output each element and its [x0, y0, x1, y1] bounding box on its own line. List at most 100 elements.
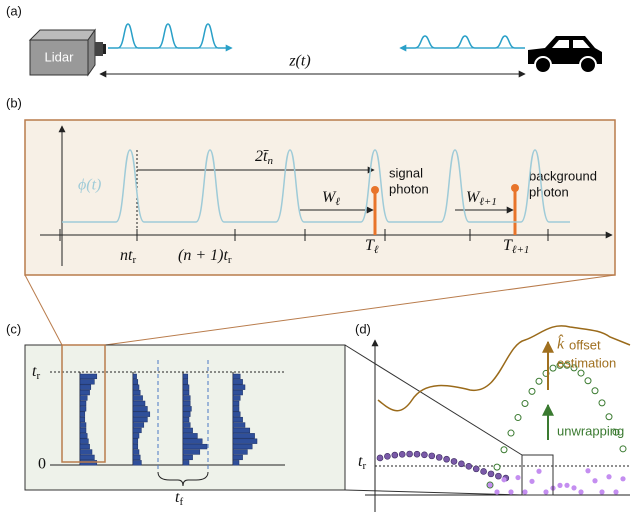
- zoom-line: [345, 345, 522, 455]
- page: {"panel_a": {"label": "(a)", "lidar": "L…: [0, 0, 634, 517]
- hist-bar: [133, 433, 139, 438]
- pulse-label: ϕ(t): [78, 177, 101, 194]
- hist-bar: [80, 450, 92, 455]
- wrapped-dot: [392, 452, 398, 458]
- unwrapped-dot: [606, 414, 612, 420]
- signal-label: photon: [389, 181, 429, 196]
- hist-bar: [133, 412, 150, 417]
- unwrapped-dot: [578, 370, 584, 376]
- wrapped-dot: [487, 482, 492, 487]
- wrapped-dot: [585, 468, 590, 473]
- hist-bar: [133, 406, 147, 411]
- tick-label: (n + 1)tr: [178, 247, 232, 266]
- photon-dot: [511, 184, 519, 192]
- hist-bar: [233, 417, 243, 422]
- hist-bar: [233, 412, 240, 417]
- hist-bar: [80, 401, 86, 406]
- wrapped-dot: [407, 451, 413, 457]
- signal-label: signal: [389, 165, 423, 180]
- wrapped-dot: [488, 471, 494, 477]
- hist-bar: [80, 460, 97, 465]
- hist-bar: [80, 455, 94, 460]
- hist-bar: [233, 406, 239, 411]
- wrapped-dot: [529, 479, 534, 484]
- unwrapped-dot: [494, 464, 500, 470]
- hist-bar: [183, 401, 190, 406]
- hist-bar: [133, 396, 143, 401]
- hist-bar: [80, 428, 86, 433]
- wrapped-dot: [578, 489, 583, 494]
- wrapped-dot: [444, 456, 450, 462]
- panel-label: (c): [6, 321, 21, 336]
- hist-bar: [233, 390, 243, 395]
- figure: (a) Lidar z(t) (b) 2t̄n ϕ(t) Wℓ Wℓ+1 sig…: [0, 0, 634, 517]
- hist-bar: [183, 433, 197, 438]
- hist-bar: [80, 374, 97, 379]
- hist-bar: [233, 460, 239, 465]
- hist-bar: [133, 455, 140, 460]
- hist-bar: [233, 428, 250, 433]
- emitted-pulses: [108, 24, 228, 48]
- returned-pulses: [405, 36, 525, 48]
- car: [528, 36, 602, 73]
- lidar-label: Lidar: [45, 49, 75, 64]
- wrapped-dot: [501, 477, 506, 482]
- wrapped-dot: [599, 489, 604, 494]
- hist-bar: [133, 401, 145, 406]
- hist-bar: [183, 417, 189, 422]
- highlight-box: [522, 455, 553, 495]
- hist-bar: [183, 455, 193, 460]
- hist-bar: [183, 406, 191, 411]
- hist-bar: [80, 390, 90, 395]
- hist-bar: [183, 412, 190, 417]
- hist-bar: [183, 396, 190, 401]
- wrapped-dot: [377, 455, 383, 461]
- unwrapped-dot: [599, 400, 605, 406]
- wrapped-dot: [451, 458, 457, 464]
- hist-bar: [233, 444, 252, 449]
- hist-bar: [80, 412, 85, 417]
- hist-bar: [233, 385, 245, 390]
- wrapped-dot: [557, 483, 562, 488]
- wrapped-dot: [429, 453, 435, 459]
- panel-label: (d): [355, 321, 371, 336]
- hist-bar: [183, 444, 207, 449]
- offset-label: offset: [569, 337, 601, 352]
- hist-bar: [133, 417, 147, 422]
- hist-bar: [183, 450, 200, 455]
- hist-bar: [233, 423, 245, 428]
- hist-bar: [133, 439, 138, 444]
- hist-bar: [183, 374, 188, 379]
- hist-bar: [133, 379, 138, 384]
- background-label: photon: [529, 184, 569, 199]
- hist-bar: [80, 423, 86, 428]
- wrapped-dot: [495, 473, 501, 479]
- hist-bar: [133, 450, 139, 455]
- hist-bar: [80, 385, 91, 390]
- hist-bar: [80, 439, 88, 444]
- unwrapped-dot: [550, 365, 556, 371]
- hist-bar: [80, 396, 87, 401]
- hist-bar: [233, 401, 239, 406]
- hist-bar: [233, 374, 240, 379]
- wrapped-dot: [543, 489, 548, 494]
- wrapped-dot: [522, 489, 527, 494]
- wrapped-dot: [508, 489, 513, 494]
- wrapped-dot: [606, 474, 611, 479]
- hist-bar: [80, 406, 86, 411]
- hist-bar: [183, 379, 188, 384]
- panel-label: (b): [6, 95, 22, 110]
- unwrapped-dot: [536, 378, 542, 384]
- unwrapped-dot: [592, 388, 598, 394]
- wrapped-dot: [481, 468, 487, 474]
- wrapped-dot: [414, 451, 420, 457]
- hist-bar: [133, 385, 139, 390]
- wrapped-dot: [515, 475, 520, 480]
- unwrapped-dot: [529, 388, 535, 394]
- wrapped-dot: [592, 478, 597, 483]
- wrapped-dot: [473, 466, 479, 472]
- hist-bar: [233, 439, 257, 444]
- unwrapped-dot: [515, 415, 521, 421]
- hist-bar: [233, 379, 243, 384]
- axis-label: 0: [38, 456, 46, 473]
